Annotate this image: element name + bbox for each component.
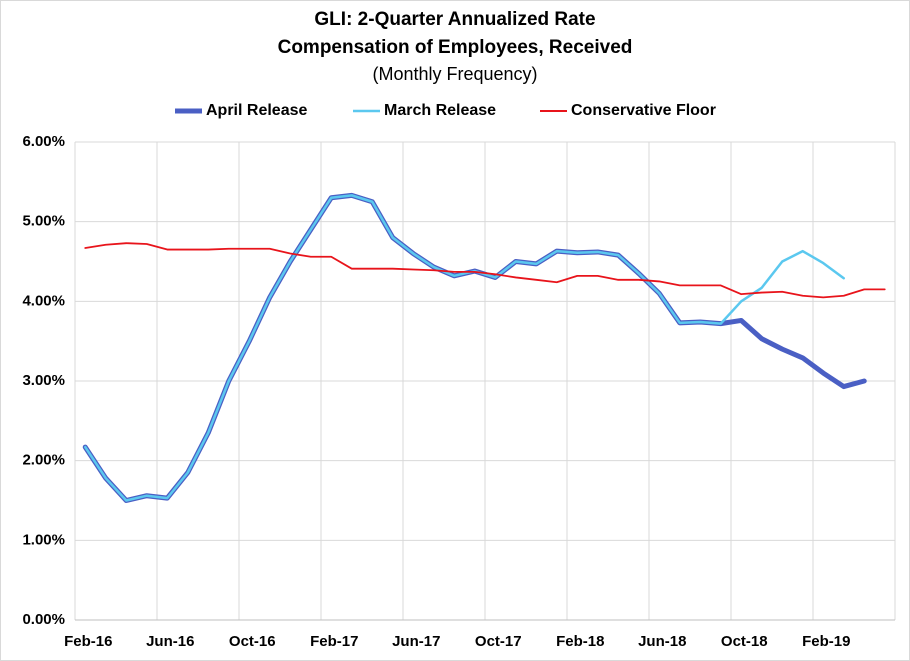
y-tick-label: 2.00%: [22, 452, 65, 469]
x-tick-label: Feb-16: [64, 633, 112, 650]
y-tick-label: 6.00%: [22, 133, 65, 150]
x-tick-label: Oct-17: [475, 633, 522, 650]
chart-title: Compensation of Employees, Received: [278, 37, 633, 58]
chart-subtitle: (Monthly Frequency): [372, 64, 537, 84]
x-tick-label: Feb-17: [310, 633, 358, 650]
x-tick-label: Feb-18: [556, 633, 604, 650]
x-tick-label: Jun-17: [392, 633, 440, 650]
x-tick-label: Oct-18: [721, 633, 768, 650]
y-tick-label: 3.00%: [22, 372, 65, 389]
x-tick-label: Jun-16: [146, 633, 194, 650]
legend-label: Conservative Floor: [571, 102, 716, 119]
chart-title: GLI: 2-Quarter Annualized Rate: [314, 9, 595, 30]
series-line: [84, 242, 886, 299]
x-tick-label: Oct-16: [229, 633, 276, 650]
series-line: [84, 194, 845, 502]
y-tick-label: 5.00%: [22, 213, 65, 230]
y-tick-label: 0.00%: [22, 611, 65, 628]
y-tick-label: 4.00%: [22, 292, 65, 309]
y-tick-label: 1.00%: [22, 531, 65, 548]
legend-label: April Release: [206, 102, 307, 119]
legend-label: March Release: [384, 102, 496, 119]
x-tick-label: Feb-19: [802, 633, 850, 650]
x-tick-label: Jun-18: [638, 633, 686, 650]
